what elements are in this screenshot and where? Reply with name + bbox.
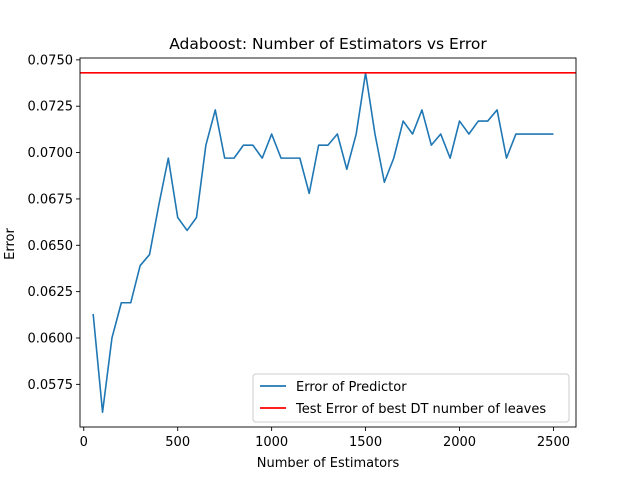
y-tick-label: 0.0725 bbox=[28, 100, 74, 115]
series-line bbox=[92, 72, 554, 413]
plot-frame bbox=[79, 57, 577, 428]
legend: Error of Predictor Test Error of best DT … bbox=[252, 373, 570, 423]
legend-label: Error of Predictor bbox=[296, 380, 407, 395]
x-tick-label: 500 bbox=[165, 435, 190, 450]
legend-label: Test Error of best DT number of leaves bbox=[295, 402, 546, 417]
chart-title: Adaboost: Number of Estimators vs Error bbox=[169, 35, 487, 53]
y-tick-label: 0.0575 bbox=[28, 378, 74, 393]
y-tick-label: 0.0625 bbox=[28, 285, 74, 300]
y-tick-label: 0.0650 bbox=[28, 239, 74, 254]
y-tick-label: 0.0600 bbox=[28, 331, 74, 346]
x-tick-label: 2500 bbox=[537, 435, 570, 450]
x-tick-label: 1500 bbox=[349, 435, 382, 450]
y-axis-title: Error bbox=[3, 228, 18, 260]
plot-area bbox=[80, 72, 576, 413]
legend-box bbox=[252, 373, 570, 423]
axes: 0 500 1000 1500 2000 2500 0.0575 0.0600 0.0625 0.… bbox=[28, 53, 577, 450]
y-tick-label: 0.0750 bbox=[28, 53, 74, 68]
x-axis-title: Number of Estimators bbox=[257, 456, 400, 471]
x-tick-label: 2000 bbox=[443, 435, 476, 450]
y-tick-label: 0.0700 bbox=[28, 146, 74, 161]
x-tick-label: 0 bbox=[80, 435, 88, 450]
y-tick-label: 0.0675 bbox=[28, 192, 74, 207]
x-tick-label: 1000 bbox=[255, 435, 288, 450]
